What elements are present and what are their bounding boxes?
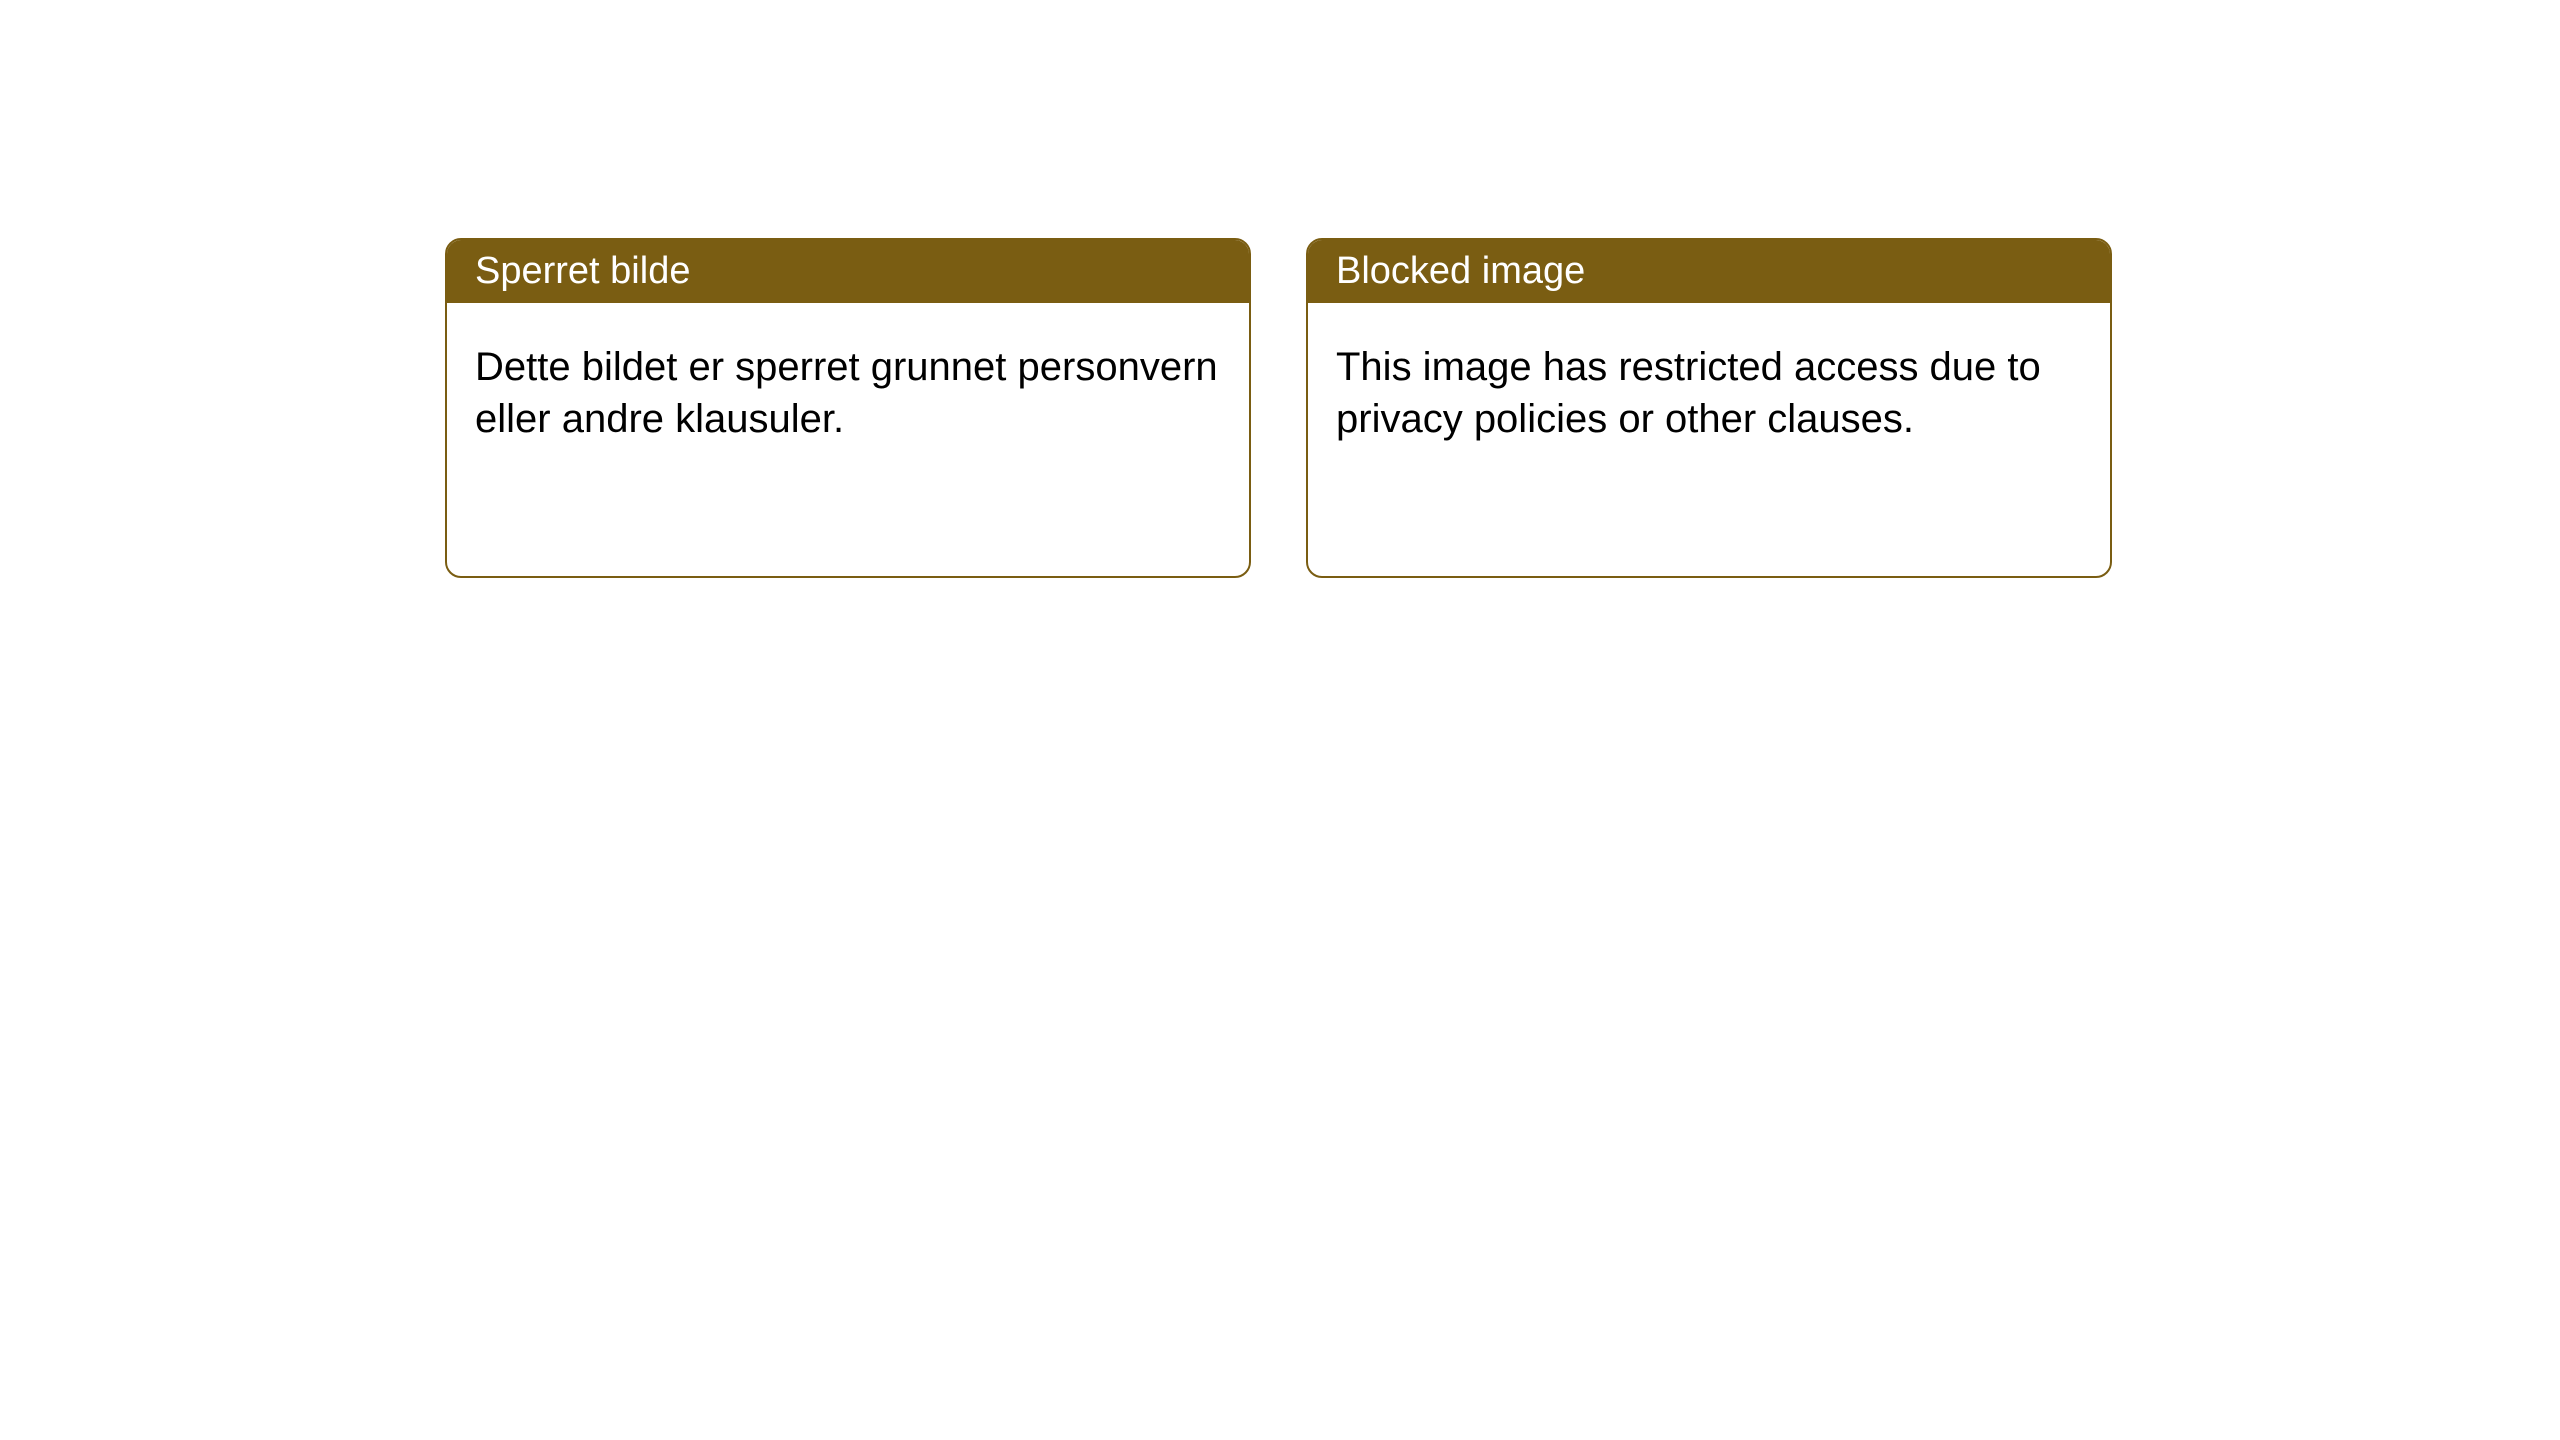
card-title-en: Blocked image <box>1336 250 1585 292</box>
card-text-no: Dette bildet er sperret grunnet personve… <box>475 345 1218 441</box>
card-title-no: Sperret bilde <box>475 250 690 292</box>
blocked-image-card-no: Sperret bilde Dette bildet er sperret gr… <box>445 238 1251 578</box>
cards-container: Sperret bilde Dette bildet er sperret gr… <box>445 238 2112 578</box>
card-text-en: This image has restricted access due to … <box>1336 345 2041 441</box>
blocked-image-card-en: Blocked image This image has restricted … <box>1306 238 2112 578</box>
card-body-en: This image has restricted access due to … <box>1308 303 2110 483</box>
card-body-no: Dette bildet er sperret grunnet personve… <box>447 303 1249 483</box>
card-header-no: Sperret bilde <box>447 240 1249 303</box>
card-header-en: Blocked image <box>1308 240 2110 303</box>
